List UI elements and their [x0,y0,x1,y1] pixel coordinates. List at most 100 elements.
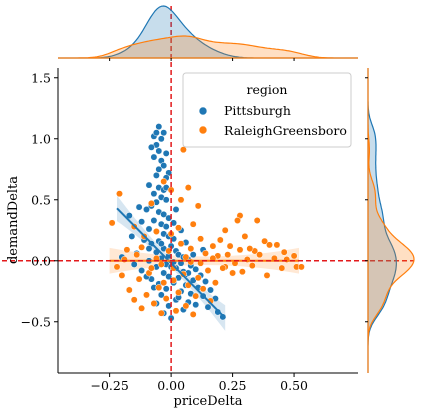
point-pittsburgh [202,278,209,285]
legend-label-pittsburgh: Pittsburgh [224,103,291,118]
point-pittsburgh [150,217,158,224]
point-raleighgreensboro [248,262,256,270]
point-pittsburgh [145,181,153,189]
point-raleighgreensboro [147,264,155,272]
x-tick-label: 0.00 [157,378,185,393]
point-raleighgreensboro [256,251,264,259]
point-pittsburgh [172,206,180,213]
point-raleighgreensboro [216,236,224,244]
reference-lines [2,6,414,373]
point-pittsburgh [192,301,200,309]
x-axis-label: priceDelta [174,394,243,409]
point-pittsburgh [160,269,168,277]
x-ticks: −0.25 0.00 0.25 0.50 [90,373,308,393]
point-raleighgreensboro [229,269,237,277]
point-raleighgreensboro [192,292,200,300]
point-raleighgreensboro [280,248,288,256]
point-raleighgreensboro [194,274,202,282]
point-pittsburgh [160,210,168,218]
point-raleighgreensboro [202,249,209,257]
point-raleighgreensboro [199,285,207,293]
point-pittsburgh [130,260,138,268]
point-raleighgreensboro [175,289,182,296]
point-raleighgreensboro [113,263,121,271]
point-pittsburgh [162,196,170,204]
y-tick-label: 0.5 [31,192,51,207]
point-raleighgreensboro [182,253,190,261]
point-pittsburgh [125,212,133,220]
point-raleighgreensboro [197,235,205,243]
point-raleighgreensboro [165,247,173,255]
point-raleighgreensboro [152,228,160,235]
point-pittsburgh [162,285,170,293]
point-pittsburgh [162,223,170,231]
point-pittsburgh [204,303,212,311]
y-tick-label: −0.5 [21,314,51,329]
point-pittsburgh [165,273,173,281]
point-pittsburgh [160,162,168,170]
point-raleighgreensboro [234,217,241,224]
point-raleighgreensboro [278,264,286,272]
point-raleighgreensboro [246,245,254,253]
point-raleighgreensboro [224,251,232,259]
point-raleighgreensboro [160,279,168,287]
point-pittsburgh [192,265,200,273]
point-pittsburgh [165,302,173,310]
point-raleighgreensboro [273,241,281,249]
point-pittsburgh [160,129,168,137]
point-raleighgreensboro [138,304,146,312]
point-raleighgreensboro [143,291,150,299]
point-pittsburgh [147,143,155,151]
point-raleighgreensboro [209,242,217,250]
point-pittsburgh [138,218,146,226]
legend-label-raleighgreensboro: RaleighGreensboro [224,123,347,138]
point-raleighgreensboro [184,184,192,192]
point-raleighgreensboro [253,217,261,224]
point-pittsburgh [207,286,214,294]
legend-title: region [247,82,288,97]
point-pittsburgh [152,129,160,137]
y-tick-label: 1.0 [31,131,51,146]
point-pittsburgh [157,240,165,248]
point-raleighgreensboro [135,275,143,283]
point-pittsburgh [155,123,163,131]
point-raleighgreensboro [290,252,298,260]
point-pittsburgh [162,149,170,157]
main-plot-area: −0.25 0.00 0.25 0.50 −0.5 0.0 0.5 1.0 1.5 price… [2,6,414,409]
point-pittsburgh [150,153,158,161]
point-raleighgreensboro [116,190,123,198]
y-tick-label: 0.0 [31,253,51,268]
top-kde-raleighgreensboro [58,35,358,59]
right-marginal-kde [365,68,415,373]
point-raleighgreensboro [175,224,182,232]
legend-marker-raleighgreensboro [198,125,208,135]
point-raleighgreensboro [157,309,165,317]
point-raleighgreensboro [118,271,126,279]
point-raleighgreensboro [263,271,271,279]
point-raleighgreensboro [150,300,158,307]
point-raleighgreensboro [211,279,219,287]
point-pittsburgh [155,165,163,173]
point-raleighgreensboro [219,264,227,272]
point-raleighgreensboro [108,219,116,227]
point-pittsburgh [165,214,173,222]
legend: region Pittsburgh RaleighGreensboro [182,72,352,148]
x-tick-label: 0.50 [280,378,308,393]
point-raleighgreensboro [155,284,163,292]
point-raleighgreensboro [133,251,141,259]
point-raleighgreensboro [177,196,185,204]
point-raleighgreensboro [182,302,190,310]
point-raleighgreensboro [147,199,155,207]
point-raleighgreensboro [123,246,131,254]
point-pittsburgh [128,232,136,240]
point-pittsburgh [150,190,158,198]
point-raleighgreensboro [157,260,165,268]
point-raleighgreensboro [266,241,273,249]
point-raleighgreensboro [125,286,133,294]
point-raleighgreensboro [187,245,195,253]
point-raleighgreensboro [226,242,234,250]
x-tick-label: −0.25 [90,378,128,393]
y-tick-label: 1.5 [31,70,51,85]
point-raleighgreensboro [162,295,170,303]
